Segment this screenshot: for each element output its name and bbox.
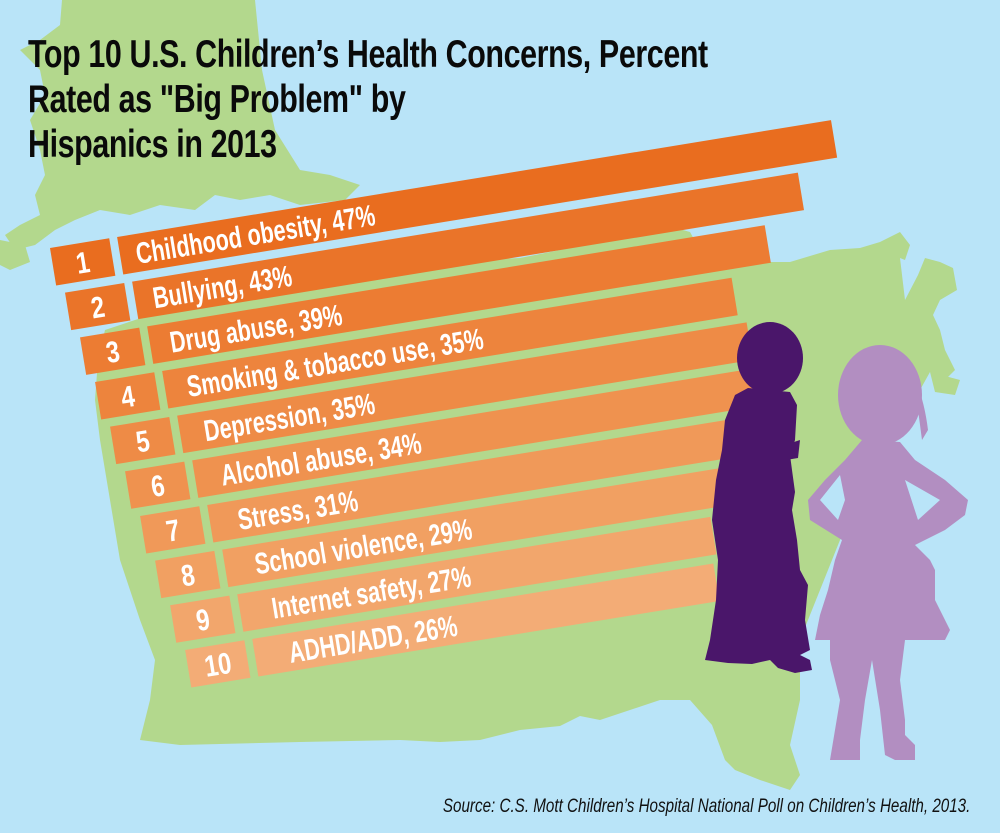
bar xyxy=(252,563,720,677)
bar xyxy=(147,225,771,364)
rank-label: 9 xyxy=(194,602,213,638)
rank-box xyxy=(95,372,161,420)
chart-title: Top 10 U.S. Children’s Health Concerns, … xyxy=(28,32,730,167)
rank-label: 7 xyxy=(163,512,182,548)
rank-box xyxy=(155,550,221,599)
rank-box xyxy=(50,238,116,286)
bar xyxy=(177,322,753,454)
bar xyxy=(207,419,735,543)
rank-label: 3 xyxy=(103,334,122,370)
bar-row: 2 Bullying, 43% xyxy=(65,172,804,331)
rank-label: 6 xyxy=(148,468,167,504)
rank-box xyxy=(140,506,206,554)
rank-label: 4 xyxy=(118,378,137,414)
rank-label: 8 xyxy=(179,557,198,593)
rank-box xyxy=(65,282,131,331)
bar xyxy=(132,172,804,320)
source-note: Source: C.S. Mott Children’s Hospital Na… xyxy=(442,796,970,817)
bar xyxy=(237,516,717,632)
rank-label: 2 xyxy=(88,289,107,325)
title-line-2: Rated as "Big Problem" by xyxy=(28,78,406,121)
rank-box xyxy=(110,416,176,465)
bar-row: 3 Drug abuse, 39% xyxy=(80,225,771,375)
bar xyxy=(117,120,838,275)
rank-label: 1 xyxy=(73,244,92,280)
bar xyxy=(192,369,756,498)
bar xyxy=(222,468,726,588)
girl-silhouette-icon xyxy=(808,345,968,760)
boy-silhouette-icon xyxy=(705,322,812,673)
title-line-1: Top 10 U.S. Children’s Health Concerns, … xyxy=(28,33,708,76)
bar xyxy=(162,277,738,409)
title-line-3: Hispanics in 2013 xyxy=(28,123,277,166)
rank-label: 5 xyxy=(133,423,152,459)
rank-box xyxy=(125,461,191,509)
rank-box xyxy=(80,327,146,375)
rank-label: 10 xyxy=(202,645,234,683)
rank-box xyxy=(170,595,236,643)
rank-box xyxy=(185,640,251,688)
